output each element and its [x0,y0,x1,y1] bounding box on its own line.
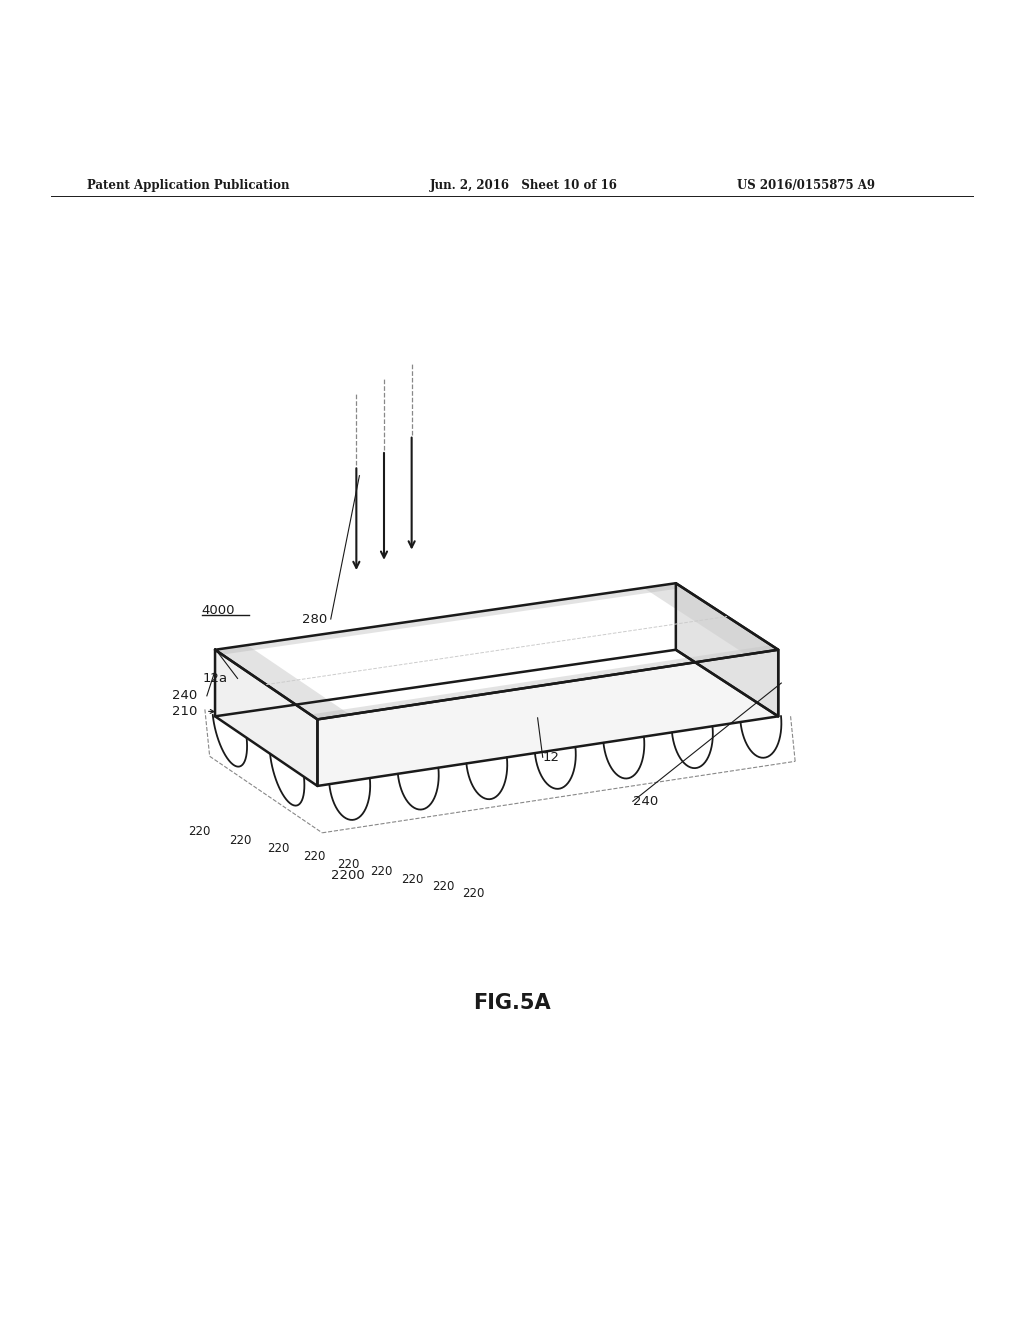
Text: 220: 220 [303,850,326,863]
Text: 12a: 12a [203,672,228,685]
Text: 2200: 2200 [332,869,365,882]
Text: 220: 220 [188,825,211,837]
Polygon shape [317,649,778,785]
Text: US 2016/0155875 A9: US 2016/0155875 A9 [737,180,876,193]
Text: 4000: 4000 [202,605,236,618]
Polygon shape [215,649,317,785]
Polygon shape [310,645,778,719]
Polygon shape [215,645,350,719]
Text: 220: 220 [370,866,392,879]
Text: 280: 280 [302,612,328,626]
Text: 220: 220 [462,887,484,900]
Polygon shape [676,583,778,717]
Text: 220: 220 [267,842,290,855]
Text: 240: 240 [633,795,658,808]
Text: 220: 220 [337,858,359,871]
Text: 220: 220 [401,873,424,886]
Polygon shape [215,583,683,655]
Text: 220: 220 [432,880,455,892]
Polygon shape [676,583,778,717]
Polygon shape [644,583,778,655]
Text: 240: 240 [172,689,198,702]
Text: 12: 12 [543,751,560,764]
Text: FIG.5A: FIG.5A [473,993,551,1012]
Text: Jun. 2, 2016   Sheet 10 of 16: Jun. 2, 2016 Sheet 10 of 16 [430,180,617,193]
Text: Patent Application Publication: Patent Application Publication [87,180,290,193]
Polygon shape [215,583,778,719]
Text: 210: 210 [172,705,198,718]
Text: 220: 220 [229,834,252,846]
